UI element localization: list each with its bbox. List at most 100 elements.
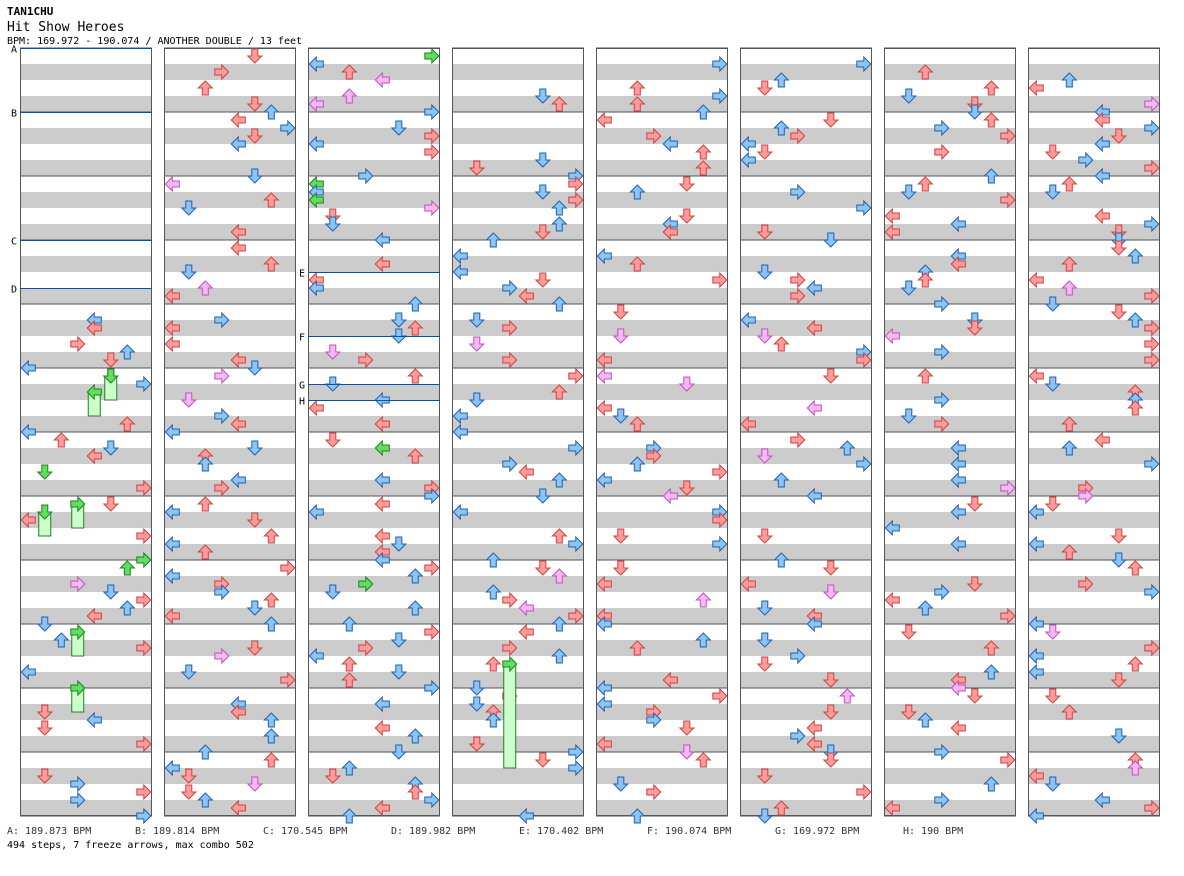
beat-stripe: [884, 144, 1016, 160]
up-arrow: [485, 712, 502, 728]
left-arrow: [1094, 167, 1110, 185]
beat-stripe: [1028, 752, 1160, 768]
beat-stripe: [596, 608, 728, 624]
down-arrow: [36, 720, 54, 736]
left-arrow: [1094, 111, 1110, 129]
beat-stripe: [164, 768, 296, 784]
beat-stripe: [740, 240, 872, 256]
left-arrow: [884, 207, 900, 225]
right-arrow: [934, 119, 950, 137]
beat-stripe: [452, 176, 584, 192]
left-arrow: [308, 399, 324, 417]
beat-stripe: [308, 400, 440, 416]
down-arrow: [102, 440, 120, 456]
up-arrow: [629, 96, 646, 112]
beat-stripe: [884, 80, 1016, 96]
beat-stripe: [596, 320, 728, 336]
beat-stripe: [20, 80, 152, 96]
left-arrow: [230, 111, 246, 129]
beat-stripe: [596, 400, 728, 416]
up-arrow: [341, 760, 358, 776]
up-arrow: [983, 80, 1000, 96]
beat-stripe: [452, 640, 584, 656]
up-arrow: [839, 688, 856, 704]
beat-stripe: [740, 656, 872, 672]
left-arrow: [20, 423, 36, 441]
right-arrow: [70, 679, 86, 697]
beat-stripe: [596, 496, 728, 512]
down-arrow: [612, 528, 630, 544]
up-arrow: [197, 544, 214, 560]
left-arrow: [950, 439, 966, 457]
left-arrow: [308, 135, 324, 153]
down-arrow: [390, 664, 408, 680]
beat-stripe: [596, 240, 728, 256]
beat-stripe: [884, 528, 1016, 544]
right-arrow: [646, 447, 662, 465]
beat-stripe: [884, 224, 1016, 240]
right-arrow: [568, 607, 584, 625]
left-arrow: [164, 335, 180, 353]
left-arrow: [596, 399, 612, 417]
beat-stripe: [740, 208, 872, 224]
beat-stripe: [1028, 112, 1160, 128]
beat-stripe: [452, 560, 584, 576]
right-arrow: [568, 191, 584, 209]
down-arrow: [822, 672, 840, 688]
beat-stripe: [740, 80, 872, 96]
beat-stripe: [452, 320, 584, 336]
beat-stripe: [308, 96, 440, 112]
beat-stripe: [884, 480, 1016, 496]
beat-stripe: [1028, 224, 1160, 240]
up-arrow: [263, 752, 280, 768]
beat-stripe: [452, 256, 584, 272]
right-arrow: [1000, 127, 1016, 145]
beat-stripe: [596, 96, 728, 112]
left-arrow: [308, 95, 324, 113]
up-arrow: [341, 616, 358, 632]
left-arrow: [950, 255, 966, 273]
left-arrow: [308, 191, 324, 209]
beat-stripe: [1028, 96, 1160, 112]
down-arrow: [534, 152, 552, 168]
beat-stripe: [740, 192, 872, 208]
beat-stripe: [164, 528, 296, 544]
beat-stripe: [740, 352, 872, 368]
beat-stripe: [452, 144, 584, 160]
beat-stripe: [740, 256, 872, 272]
right-arrow: [934, 415, 950, 433]
beat-stripe: [740, 720, 872, 736]
beat-stripe: [884, 288, 1016, 304]
left-arrow: [950, 215, 966, 233]
beat-stripe: [164, 96, 296, 112]
left-arrow: [230, 703, 246, 721]
right-arrow: [790, 271, 806, 289]
right-arrow: [712, 87, 728, 105]
beat-stripe: [20, 192, 152, 208]
beat-stripe: [20, 48, 152, 64]
left-arrow: [374, 527, 390, 545]
right-arrow: [424, 679, 440, 697]
right-arrow: [424, 559, 440, 577]
beat-stripe: [740, 96, 872, 112]
down-arrow: [1110, 528, 1128, 544]
beat-stripe: [1028, 672, 1160, 688]
left-arrow: [806, 399, 822, 417]
beat-stripe: [1028, 400, 1160, 416]
left-arrow: [1094, 103, 1110, 121]
right-arrow: [70, 791, 86, 809]
beat-stripe: [1028, 800, 1160, 816]
beat-stripe: [308, 320, 440, 336]
right-arrow: [568, 439, 584, 457]
down-arrow: [324, 768, 342, 784]
up-arrow: [197, 280, 214, 296]
down-arrow: [390, 536, 408, 552]
beat-stripe: [596, 448, 728, 464]
right-arrow: [712, 687, 728, 705]
beat-stripe: [20, 240, 152, 256]
up-arrow: [917, 64, 934, 80]
up-arrow: [551, 648, 568, 664]
up-arrow: [551, 296, 568, 312]
beat-stripe: [452, 240, 584, 256]
beat-stripe: [596, 784, 728, 800]
